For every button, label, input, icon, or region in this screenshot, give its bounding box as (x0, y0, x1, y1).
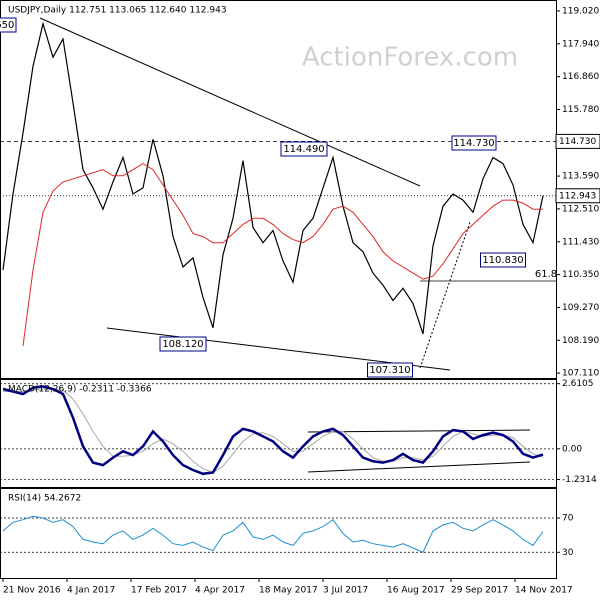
y-tick-label: 110.350 (562, 270, 599, 280)
y-tick-label: 2.6105 (562, 379, 594, 389)
trend-line (307, 461, 531, 473)
trend-line (307, 429, 531, 433)
x-tick-label: 29 Sep 2017 (451, 586, 508, 596)
x-tick-label: 16 Aug 2017 (387, 586, 445, 596)
watermark: ActionForex.com (302, 43, 518, 73)
x-tick-label: 3 Jul 2017 (323, 586, 368, 596)
price-marker-box (555, 133, 600, 149)
series-line (2, 21, 544, 335)
y-tick-label: 116.860 (562, 72, 599, 82)
y-tick-label: 70 (562, 514, 574, 524)
y-tick-label: -1.2314 (562, 475, 597, 485)
annotation-box (280, 141, 328, 157)
x-tick-label: 4 Apr 2017 (195, 586, 245, 596)
x-tick-label: 14 Nov 2017 (515, 586, 573, 596)
y-tick-label: 112.510 (562, 204, 599, 214)
panel-title: USDJPY,Daily 112.751 113.065 112.640 112… (8, 6, 227, 16)
y-tick-label: 115.780 (562, 105, 599, 115)
annotation-box (159, 336, 207, 352)
y-tick-label: 0.00 (562, 444, 582, 454)
annotation-box (0, 17, 17, 33)
x-tick-label: 21 Nov 2016 (3, 586, 61, 596)
panel-frame (0, 379, 557, 488)
y-tick-label: 109.270 (562, 303, 599, 313)
y-tick-label: 117.940 (562, 39, 599, 49)
y-tick-label: 119.020 (562, 6, 599, 16)
annotation: 114.490 (283, 144, 324, 155)
series-line (2, 515, 544, 553)
x-tick-label: 17 Feb 2017 (131, 586, 187, 596)
panel-title: RSI(14) 54.2672 (8, 494, 81, 504)
annotation: 8.650 (0, 20, 14, 31)
price-marker-box (555, 188, 600, 204)
annotation: 108.120 (162, 339, 203, 350)
annotation-box (480, 252, 526, 268)
trend-line (39, 17, 421, 187)
annotation-box (367, 362, 413, 378)
price-marker-label: 112.943 (559, 191, 596, 201)
annotation: 107.310 (369, 365, 410, 376)
trend-line (419, 221, 471, 369)
panel-title: MACD(12,26,9) -0.2311 -0.3366 (8, 385, 152, 395)
y-tick-label: 111.430 (562, 237, 599, 247)
series-line (22, 163, 543, 347)
annotation: 110.830 (482, 255, 523, 266)
y-tick-label: 108.190 (562, 336, 599, 346)
y-tick-label: 113.590 (562, 172, 599, 182)
panel-frame (0, 488, 557, 579)
series-line (3, 388, 544, 474)
y-tick-label: 107.110 (562, 369, 599, 379)
series-line (2, 385, 544, 476)
annotation: 114.730 (453, 138, 494, 149)
annotation-box (451, 135, 497, 151)
x-tick-label: 18 May 2017 (259, 586, 318, 596)
annotation: 61.8 (535, 269, 557, 280)
price-marker-label: 114.730 (559, 137, 596, 147)
y-tick-label: 30 (562, 548, 574, 558)
x-tick-label: 4 Jan 2017 (67, 586, 115, 596)
